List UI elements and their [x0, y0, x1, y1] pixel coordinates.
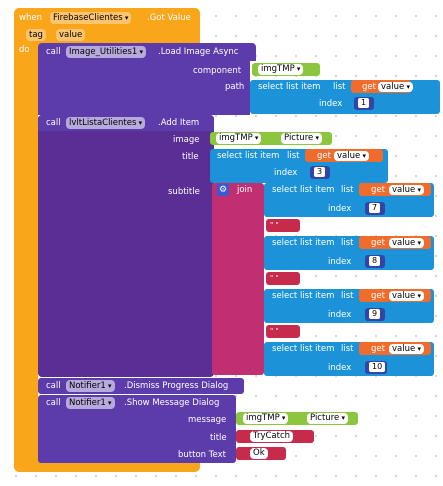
- sub4-list-label: list: [341, 344, 354, 354]
- select-list-item-label: select list item: [258, 82, 321, 92]
- when-label: when: [19, 13, 42, 23]
- title-index-number[interactable]: 3: [314, 167, 326, 177]
- quote-1: " ": [270, 221, 279, 229]
- sub4-index-label: index: [328, 363, 352, 373]
- sub2-index-label: index: [328, 257, 352, 267]
- index-number[interactable]: 1: [358, 98, 370, 108]
- lvlt-lista-clientes-dropdown[interactable]: lvltListaClientes: [66, 117, 146, 129]
- show-imgtmp-dropdown[interactable]: imgTMP: [243, 413, 289, 424]
- picture-property-dropdown[interactable]: Picture: [281, 133, 322, 144]
- param-value[interactable]: value: [56, 29, 86, 41]
- title-text-value[interactable]: TryCatch: [250, 431, 294, 442]
- do-label: do: [19, 45, 30, 55]
- sub3-select-label: select list item: [272, 291, 335, 301]
- sub2-select-label: select list item: [272, 238, 335, 248]
- add-item-block[interactable]: [38, 115, 214, 377]
- dismiss-call-label: call: [46, 381, 61, 391]
- button-text-value[interactable]: Ok: [250, 448, 268, 459]
- image-utilities-dropdown[interactable]: Image_Utilities1: [66, 46, 147, 58]
- quote-2: " ": [270, 274, 279, 282]
- sub3-value-dropdown[interactable]: value: [389, 291, 424, 301]
- title-index-label: index: [274, 168, 298, 178]
- sub4-value-dropdown[interactable]: value: [389, 344, 424, 354]
- sub3-list-label: list: [341, 291, 354, 301]
- load-call-label: call: [46, 47, 61, 57]
- show-call-label: call: [46, 398, 61, 408]
- arg-component-label: component: [193, 66, 242, 76]
- sub2-value-dropdown[interactable]: value: [389, 238, 424, 248]
- load-method-label: .Load Image Async: [158, 47, 239, 57]
- sub1-index-number[interactable]: 7: [369, 203, 381, 213]
- sub4-select-label: select list item: [272, 344, 335, 354]
- empty-text-block-1[interactable]: [266, 219, 300, 232]
- sub3-index-label: index: [328, 310, 352, 320]
- sub1-list-label: list: [341, 185, 354, 195]
- show-picture-dropdown[interactable]: Picture: [307, 413, 348, 424]
- show-notifier-dropdown[interactable]: Notifier1: [66, 397, 115, 409]
- arg-path-label: path: [225, 82, 245, 92]
- additem-call-label: call: [46, 118, 61, 128]
- sub4-get-label: get: [371, 344, 385, 354]
- arg-button-label: button Text: [178, 450, 226, 460]
- event-block-spine: [14, 40, 38, 466]
- sub1-value-dropdown[interactable]: value: [389, 185, 424, 195]
- get-value-dropdown[interactable]: value: [378, 82, 413, 92]
- empty-text-block-2[interactable]: [266, 272, 300, 285]
- arg-title-label-2: title: [210, 433, 227, 443]
- sub1-select-label: select list item: [272, 185, 335, 195]
- list-label: list: [333, 82, 346, 92]
- sub2-index-number[interactable]: 8: [369, 256, 381, 266]
- arg-image-label: image: [173, 135, 200, 145]
- show-method-label: .Show Message Dialog: [124, 398, 220, 408]
- dismiss-notifier-dropdown[interactable]: Notifier1: [66, 380, 115, 392]
- event-component-dropdown[interactable]: FirebaseClientes: [50, 12, 132, 24]
- sub1-get-label: get: [371, 185, 385, 195]
- imgtmp-dropdown-image[interactable]: imgTMP: [216, 133, 262, 144]
- arg-subtitle-label: subtitle: [168, 187, 200, 197]
- title-list-label: list: [287, 151, 300, 161]
- imgtmp-dropdown[interactable]: imgTMP: [258, 64, 304, 75]
- arg-title-label: title: [182, 152, 199, 162]
- additem-method-label: .Add Item: [158, 118, 200, 128]
- title-get-label: get: [317, 151, 331, 161]
- join-label: join: [237, 185, 253, 195]
- join-block[interactable]: [212, 183, 264, 375]
- get-label: get: [362, 82, 376, 92]
- title-value-dropdown[interactable]: value: [334, 151, 369, 161]
- arg-message-label: message: [188, 415, 227, 425]
- sub4-index-number[interactable]: 10: [369, 362, 386, 372]
- sub2-get-label: get: [371, 238, 385, 248]
- empty-text-block-3[interactable]: [266, 325, 300, 338]
- sub3-get-label: get: [371, 291, 385, 301]
- sub2-list-label: list: [341, 238, 354, 248]
- sub1-index-label: index: [328, 204, 352, 214]
- title-select-label: select list item: [217, 151, 280, 161]
- param-tag[interactable]: tag: [26, 29, 46, 41]
- event-name-label: .Got Value: [147, 13, 191, 23]
- quote-3: " ": [270, 327, 279, 335]
- dismiss-method-label: .Dismiss Progress Dialog: [124, 381, 229, 391]
- index-label: index: [319, 99, 343, 109]
- load-image-async-body: [38, 60, 250, 115]
- gear-icon[interactable]: ⚙: [217, 184, 229, 196]
- sub3-index-number[interactable]: 9: [369, 309, 381, 319]
